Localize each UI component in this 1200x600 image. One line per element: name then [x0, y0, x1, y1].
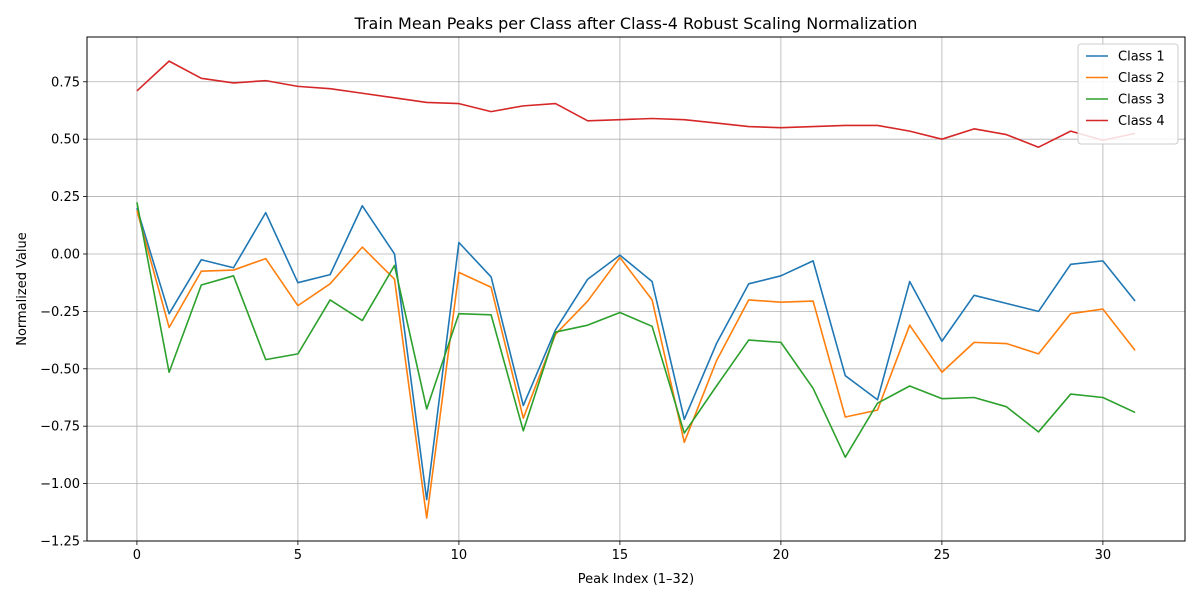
grid — [87, 37, 1185, 542]
legend-box — [1077, 43, 1179, 145]
y-tick-label: −1.00 — [40, 477, 80, 492]
y-tick-label: −0.50 — [40, 362, 80, 377]
x-tick-label: 20 — [773, 548, 790, 563]
series-line-class-4 — [136, 60, 1136, 149]
series-line-class-3 — [136, 202, 1136, 458]
series-line-class-2 — [136, 210, 1136, 519]
series-line-class-1 — [136, 204, 1136, 501]
legend: Class 1 Class 2 Class 3 Class 4 — [1077, 43, 1179, 145]
x-tick-label: 10 — [451, 548, 468, 563]
y-tick-label: 0.00 — [51, 247, 80, 262]
x-axis-label: Peak Index (1–32) — [578, 572, 694, 587]
legend-label-class-2: Class 2 — [1118, 71, 1165, 86]
legend-label-class-1: Class 1 — [1118, 50, 1165, 65]
chart-title: Train Mean Peaks per Class after Class-4… — [354, 14, 918, 33]
y-tick-label: 0.50 — [51, 133, 80, 148]
plot-frame — [86, 36, 1186, 542]
x-tick-label: 30 — [1095, 548, 1112, 563]
axis-ticks: 0 5 10 15 20 25 30 −1.25 −1.00 −0.75 −0.50 −0.25 0.0… — [40, 75, 1111, 563]
y-tick-label: −0.25 — [40, 305, 80, 320]
x-tick-label: 0 — [133, 548, 141, 563]
series-lines — [136, 60, 1136, 519]
y-axis-label: Normalized Value — [15, 232, 30, 346]
legend-label-class-3: Class 3 — [1118, 93, 1165, 108]
y-tick-label: 0.25 — [51, 190, 80, 205]
y-tick-label: 0.75 — [51, 75, 80, 90]
y-tick-label: −0.75 — [40, 420, 80, 435]
x-tick-label: 15 — [612, 548, 629, 563]
y-tick-label: −1.25 — [40, 535, 80, 550]
x-tick-label: 25 — [934, 548, 951, 563]
x-tick-label: 5 — [294, 548, 302, 563]
legend-label-class-4: Class 4 — [1118, 114, 1165, 129]
